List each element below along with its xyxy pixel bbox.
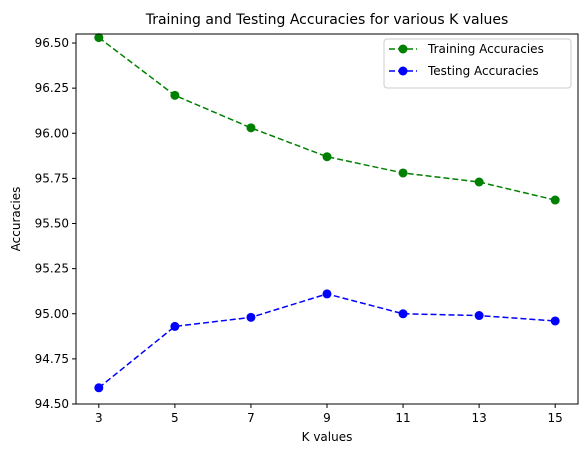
data-point	[246, 123, 256, 133]
data-point	[550, 195, 560, 205]
y-tick-label: 94.75	[35, 352, 69, 366]
x-tick-label: 9	[323, 411, 331, 425]
legend-marker	[398, 44, 408, 54]
data-point	[322, 152, 332, 162]
data-point	[322, 289, 332, 299]
series-testing	[94, 289, 560, 393]
legend-label: Testing Accuracies	[427, 64, 539, 78]
data-point	[246, 312, 256, 322]
y-tick-label: 95.25	[35, 262, 69, 276]
x-axis-label: K values	[302, 430, 353, 444]
y-tick-label: 96.50	[35, 36, 69, 50]
y-axis: 94.50 94.75 95.00 95.25 95.50 95.75 96.00 96.25…	[35, 36, 76, 411]
x-tick-label: 15	[548, 411, 563, 425]
y-tick-label: 95.50	[35, 217, 69, 231]
y-tick-label: 95.75	[35, 171, 69, 185]
legend-entry: Training Accuracies	[389, 42, 544, 56]
plot-frame	[75, 33, 579, 405]
y-tick-label: 94.50	[35, 397, 69, 411]
y-tick-label: 96.00	[35, 126, 69, 140]
y-axis-label: Accuracies	[9, 187, 23, 252]
x-tick-label: 11	[395, 411, 410, 425]
legend-entry: Testing Accuracies	[389, 64, 539, 78]
data-point	[550, 316, 560, 326]
x-tick-label: 7	[247, 411, 255, 425]
data-point	[398, 309, 408, 319]
x-axis: 3 5 7 9 11 13 15	[95, 404, 563, 425]
legend-box	[383, 38, 572, 89]
data-point	[170, 321, 180, 331]
x-tick-label: 3	[95, 411, 103, 425]
legend: Training Accuracies Testing Accuracies	[383, 38, 572, 89]
x-tick-label: 13	[471, 411, 486, 425]
data-point	[94, 383, 104, 393]
legend-marker	[398, 66, 408, 76]
data-point	[474, 311, 484, 321]
y-tick-label: 96.25	[35, 81, 69, 95]
series-training	[94, 33, 560, 205]
x-tick-label: 5	[171, 411, 179, 425]
data-point	[94, 33, 104, 43]
data-point	[474, 177, 484, 187]
data-point	[398, 168, 408, 178]
chart-title: Training and Testing Accuracies for vari…	[145, 12, 509, 28]
plot-area	[94, 33, 560, 393]
legend-label: Training Accuracies	[427, 42, 544, 56]
series-line	[98, 293, 556, 389]
data-point	[170, 90, 180, 100]
y-tick-label: 95.00	[35, 307, 69, 321]
